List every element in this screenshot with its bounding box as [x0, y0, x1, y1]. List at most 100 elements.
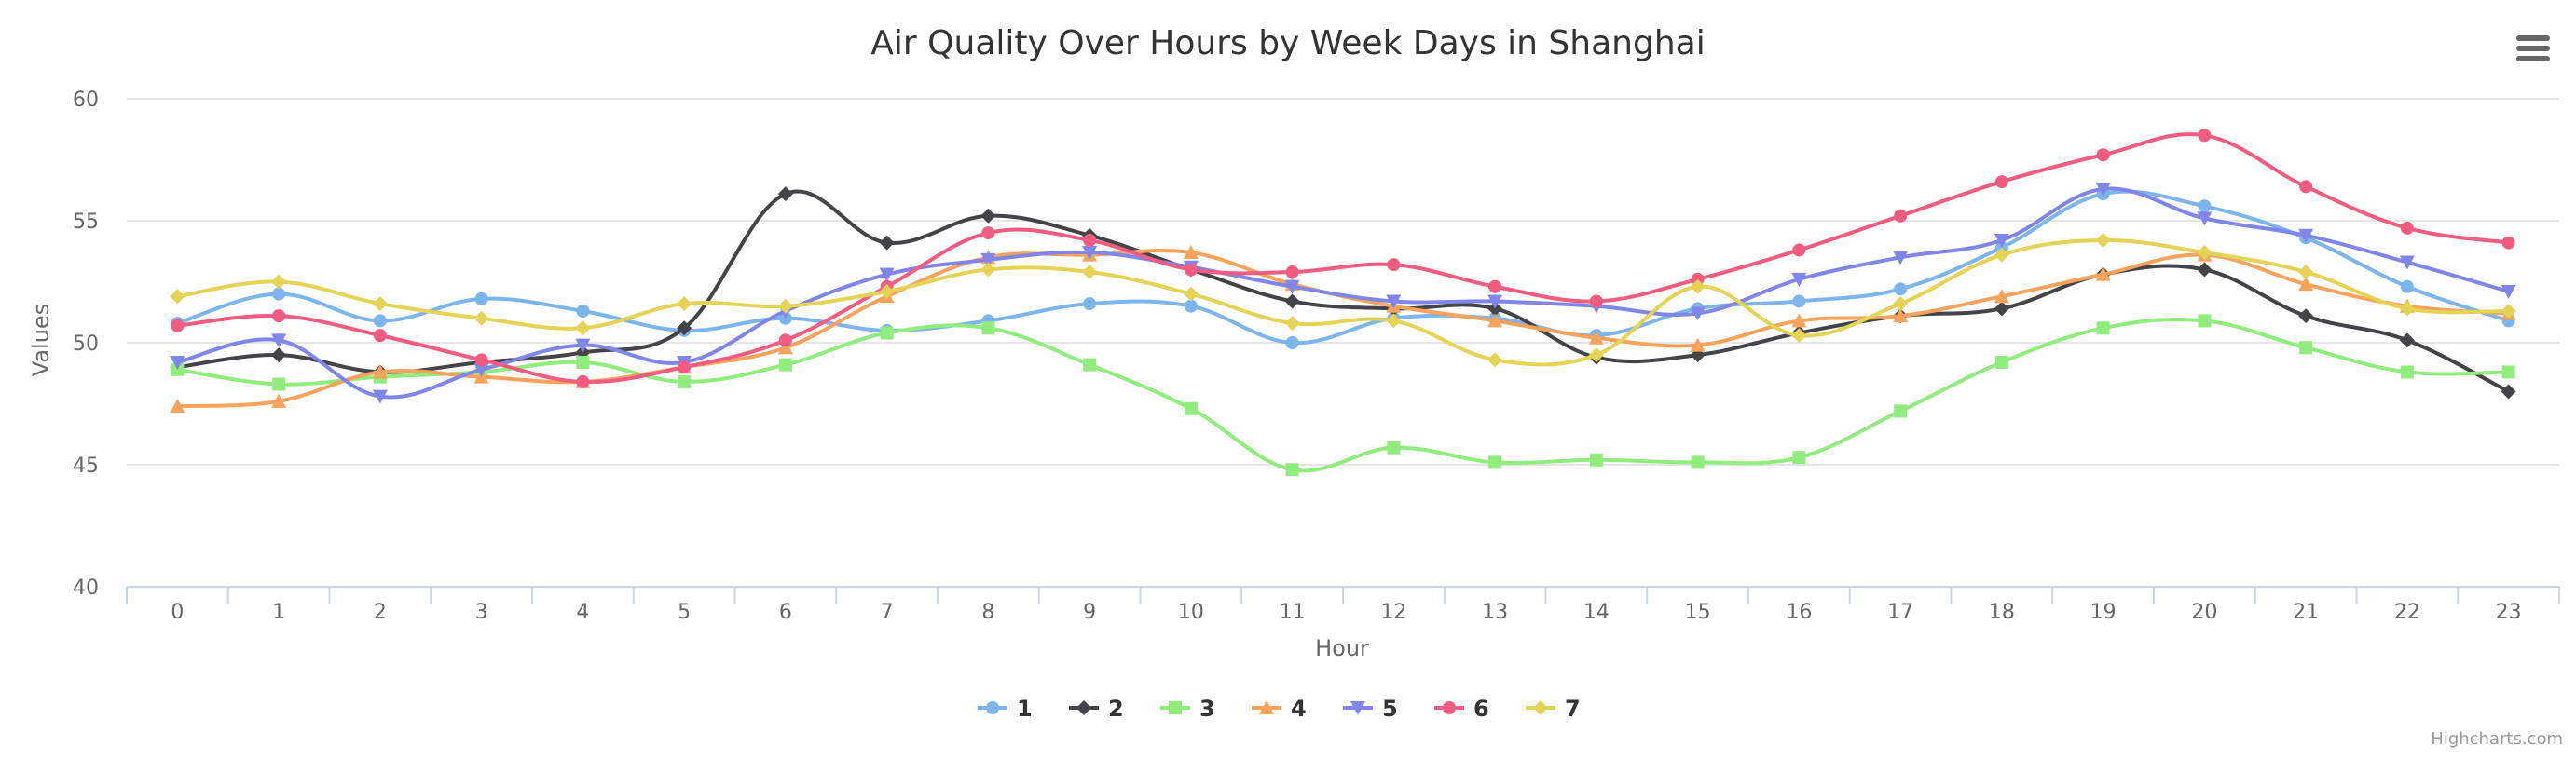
data-point-5[interactable] [2197, 211, 2213, 226]
legend-item-4[interactable]: 4 [1252, 696, 1307, 722]
data-point-6[interactable] [1184, 263, 1198, 277]
data-point-3[interactable] [778, 358, 792, 372]
data-point-5[interactable] [2095, 182, 2111, 197]
data-point-5[interactable] [1994, 233, 2009, 248]
data-point-4[interactable] [1791, 313, 1807, 328]
legend-symbol[interactable] [1076, 700, 1091, 715]
series-line-1[interactable] [175, 189, 2511, 346]
data-point-3[interactable] [1994, 355, 2008, 369]
data-point-2[interactable] [1284, 293, 1300, 309]
data-point-6[interactable] [2096, 148, 2110, 162]
data-point-2[interactable] [980, 208, 996, 224]
data-point-7[interactable] [170, 289, 185, 305]
data-point-6[interactable] [2501, 236, 2515, 250]
data-point-3[interactable] [678, 374, 692, 388]
data-point-1[interactable] [1285, 336, 1299, 349]
data-point-3[interactable] [2096, 321, 2110, 335]
data-point-5[interactable] [2298, 228, 2314, 243]
data-point-7[interactable] [2197, 245, 2213, 261]
legend-item-5[interactable]: 5 [1343, 696, 1398, 722]
data-point-6[interactable] [1792, 243, 1806, 257]
data-point-6[interactable] [2299, 180, 2313, 194]
data-point-3[interactable] [2501, 365, 2515, 379]
data-point-4[interactable] [1183, 245, 1199, 260]
data-point-3[interactable] [1488, 455, 1502, 469]
data-point-3[interactable] [272, 377, 286, 391]
legend-symbol[interactable] [1350, 701, 1365, 715]
data-point-6[interactable] [778, 333, 792, 347]
data-point-7[interactable] [777, 298, 793, 314]
data-point-5[interactable] [2501, 284, 2516, 299]
data-point-6[interactable] [2198, 129, 2212, 142]
data-point-4[interactable] [2298, 277, 2314, 292]
data-point-4[interactable] [777, 340, 793, 355]
data-point-5[interactable] [1284, 279, 1300, 294]
legend-item-3[interactable]: 3 [1160, 696, 1215, 722]
data-point-5[interactable] [473, 362, 489, 377]
series-line-6[interactable] [175, 132, 2511, 385]
legend-symbol[interactable] [1169, 701, 1182, 714]
data-point-7[interactable] [372, 296, 388, 312]
credits-link[interactable]: Highcharts.com [2431, 729, 2563, 749]
data-point-7[interactable] [575, 320, 591, 336]
data-point-2[interactable] [879, 235, 895, 251]
data-point-4[interactable] [271, 393, 287, 408]
data-point-4[interactable] [1588, 330, 1604, 345]
data-point-6[interactable] [272, 309, 286, 323]
data-point-3[interactable] [1589, 453, 1603, 467]
data-point-4[interactable] [1487, 313, 1503, 328]
data-point-2[interactable] [2197, 262, 2213, 278]
series-line-3[interactable] [175, 317, 2511, 473]
data-point-5[interactable] [1386, 294, 1402, 309]
data-point-5[interactable] [170, 355, 185, 370]
data-point-1[interactable] [373, 314, 387, 328]
data-point-3[interactable] [576, 355, 590, 369]
data-point-4[interactable] [170, 399, 185, 414]
data-point-3[interactable] [1387, 441, 1401, 455]
data-point-1[interactable] [1894, 282, 1908, 296]
data-point-5[interactable] [575, 338, 591, 353]
data-point-7[interactable] [879, 283, 895, 299]
data-point-3[interactable] [1285, 463, 1299, 477]
data-point-3[interactable] [2400, 365, 2414, 379]
data-point-2[interactable] [2298, 308, 2314, 324]
data-point-7[interactable] [2298, 265, 2314, 280]
data-point-5[interactable] [1791, 272, 1807, 287]
data-point-6[interactable] [678, 360, 692, 374]
data-point-2[interactable] [677, 320, 692, 336]
data-point-7[interactable] [1183, 286, 1199, 302]
data-point-7[interactable] [1082, 265, 1098, 280]
data-point-7[interactable] [1791, 328, 1807, 344]
data-point-1[interactable] [1184, 299, 1198, 313]
legend-symbol[interactable] [1259, 700, 1274, 714]
data-point-2[interactable] [2399, 332, 2415, 348]
data-point-1[interactable] [2400, 279, 2414, 293]
data-point-6[interactable] [981, 226, 995, 240]
data-point-7[interactable] [1284, 316, 1300, 332]
data-point-4[interactable] [1690, 337, 1706, 352]
data-point-5[interactable] [980, 252, 996, 267]
data-point-2[interactable] [1994, 301, 2009, 317]
data-point-7[interactable] [1994, 247, 2009, 263]
data-point-4[interactable] [1893, 308, 1909, 323]
legend-symbol[interactable] [1533, 700, 1548, 715]
data-point-1[interactable] [272, 287, 286, 301]
data-point-6[interactable] [1387, 258, 1401, 272]
series-line-5[interactable] [175, 186, 2511, 400]
data-point-1[interactable] [474, 292, 488, 305]
data-point-6[interactable] [576, 374, 590, 388]
legend-symbol[interactable] [986, 701, 999, 714]
data-point-1[interactable] [1083, 297, 1097, 311]
data-point-6[interactable] [171, 319, 185, 332]
data-point-3[interactable] [880, 326, 894, 340]
data-point-6[interactable] [1994, 175, 2008, 189]
data-point-7[interactable] [677, 296, 692, 312]
data-point-3[interactable] [2299, 341, 2313, 355]
data-point-7[interactable] [2095, 232, 2111, 248]
data-point-3[interactable] [2198, 314, 2212, 328]
data-point-5[interactable] [271, 333, 287, 348]
series-line-4[interactable] [175, 248, 2511, 409]
data-point-3[interactable] [1184, 401, 1198, 415]
data-point-6[interactable] [2400, 221, 2414, 235]
data-point-6[interactable] [1488, 279, 1502, 293]
